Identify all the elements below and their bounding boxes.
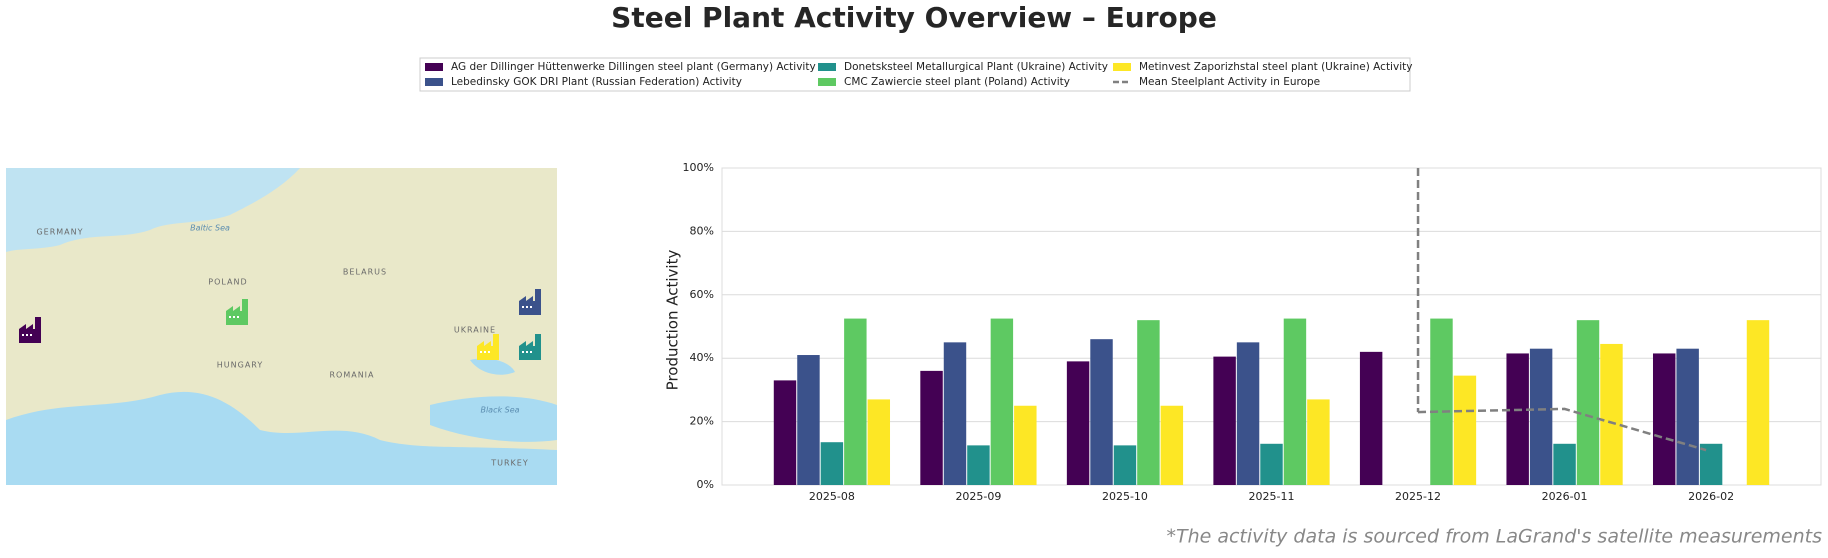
plant-window xyxy=(26,334,28,336)
bar xyxy=(1600,343,1623,485)
y-axis-label: Production Activity xyxy=(664,250,682,391)
bar xyxy=(920,370,943,485)
bar xyxy=(1283,318,1307,485)
plant-window xyxy=(522,306,524,308)
plant-window xyxy=(526,351,528,353)
legend-label: Metinvest Zaporizhstal steel plant (Ukra… xyxy=(1139,61,1412,73)
map-sea xyxy=(6,168,300,252)
map-label: BELARUS xyxy=(343,268,387,277)
legend-label: CMC Zawiercie steel plant (Poland) Activ… xyxy=(844,76,1070,88)
plant-icon xyxy=(226,299,248,325)
x-tick-label: 2025-09 xyxy=(955,490,1001,503)
x-tick-label: 2025-08 xyxy=(809,490,855,503)
bar xyxy=(1307,399,1330,485)
legend-label: Mean Steelplant Activity in Europe xyxy=(1139,76,1320,88)
y-tick-label: 80% xyxy=(690,224,714,237)
plant-window xyxy=(22,334,24,336)
x-tick-label: 2025-12 xyxy=(1395,490,1441,503)
bar xyxy=(1359,351,1383,485)
map xyxy=(6,168,557,485)
x-tick-label: 2025-10 xyxy=(1102,490,1148,503)
map-sea xyxy=(430,396,557,442)
bar xyxy=(844,318,867,485)
legend-label: Donetsksteel Metallurgical Plant (Ukrain… xyxy=(844,61,1108,73)
bar xyxy=(1553,443,1576,485)
plant-window xyxy=(530,306,532,308)
bar xyxy=(1090,339,1113,485)
plant-icon xyxy=(477,334,499,360)
bar xyxy=(1260,443,1283,485)
bar xyxy=(797,355,820,485)
bar xyxy=(1137,320,1160,485)
map-sea xyxy=(470,358,515,375)
plant-window xyxy=(480,351,482,353)
y-tick-label: 20% xyxy=(690,415,714,428)
y-tick-label: 40% xyxy=(690,351,714,364)
bar xyxy=(1430,318,1453,485)
legend-swatch xyxy=(1113,63,1131,71)
y-tick-label: 100% xyxy=(683,161,714,174)
plant-window xyxy=(484,351,486,353)
bar xyxy=(1676,348,1699,485)
map-label: UKRAINE xyxy=(454,326,496,335)
mean-line xyxy=(1418,407,1707,452)
map-label: Black Sea xyxy=(480,406,519,415)
plant-window xyxy=(237,316,239,318)
bar xyxy=(1506,353,1529,485)
bar xyxy=(1236,342,1260,485)
bar xyxy=(1576,320,1600,485)
bar xyxy=(1699,443,1723,485)
bar xyxy=(773,380,797,485)
plant-window xyxy=(522,351,524,353)
bar xyxy=(1066,361,1090,485)
footnote: *The activity data is sourced from LaGra… xyxy=(1166,526,1822,548)
bar xyxy=(820,442,844,485)
bar xyxy=(1213,356,1236,485)
map-label: HUNGARY xyxy=(217,361,263,370)
y-tick-label: 0% xyxy=(697,478,714,491)
x-tick-label: 2026-01 xyxy=(1542,490,1588,503)
bar xyxy=(1529,348,1553,485)
bar xyxy=(1014,405,1037,485)
legend-swatch xyxy=(818,63,836,71)
map-label: GERMANY xyxy=(36,228,83,237)
legend-swatch xyxy=(425,63,443,71)
bar xyxy=(1746,320,1770,485)
plant-window xyxy=(233,316,235,318)
x-tick-label: 2026-02 xyxy=(1688,490,1734,503)
plant-window xyxy=(488,351,490,353)
map-label: TURKEY xyxy=(490,459,529,468)
plant-icon xyxy=(519,289,541,315)
plant-icon xyxy=(519,334,541,360)
chart-title: Steel Plant Activity Overview – Europe xyxy=(611,1,1217,34)
plant-window xyxy=(530,351,532,353)
y-tick-label: 60% xyxy=(690,288,714,301)
bar xyxy=(967,445,990,485)
legend-swatch xyxy=(818,78,836,86)
bar xyxy=(943,342,967,485)
map-label: ROMANIA xyxy=(329,371,374,380)
plant-window xyxy=(526,306,528,308)
bar xyxy=(867,399,891,485)
bar xyxy=(1160,405,1184,485)
bar xyxy=(1453,375,1477,485)
plant-icon xyxy=(19,317,41,343)
map-sea xyxy=(6,391,557,485)
legend-swatch xyxy=(425,78,443,86)
bar xyxy=(990,318,1014,485)
legend-box xyxy=(419,57,1411,92)
plant-window xyxy=(30,334,32,336)
x-tick-label: 2025-11 xyxy=(1249,490,1295,503)
map-label: Baltic Sea xyxy=(190,224,230,233)
plant-window xyxy=(229,316,231,318)
map-label: POLAND xyxy=(208,278,247,287)
legend-label: Lebedinsky GOK DRI Plant (Russian Federa… xyxy=(451,76,742,88)
bar xyxy=(1652,353,1676,485)
bar xyxy=(1113,445,1137,485)
legend-label: AG der Dillinger Hüttenwerke Dillingen s… xyxy=(451,61,816,73)
